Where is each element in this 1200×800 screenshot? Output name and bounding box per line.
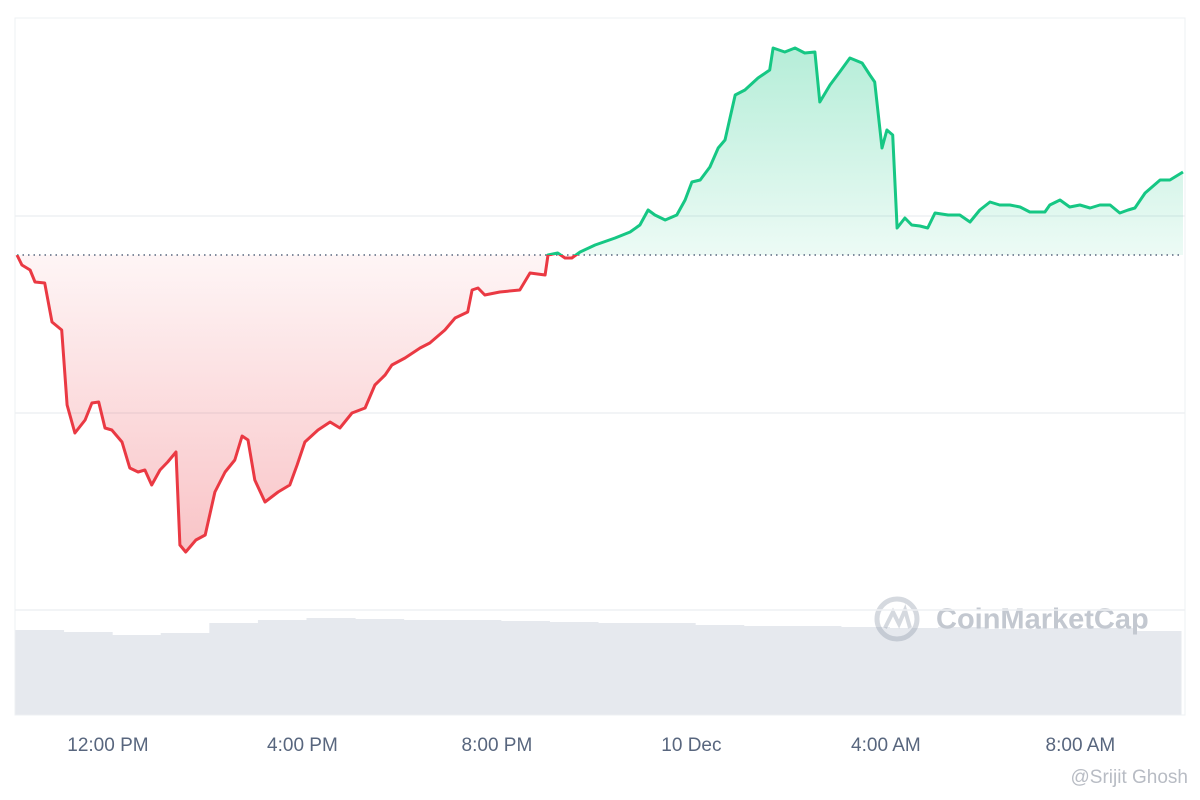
volume-bar	[1083, 628, 1133, 715]
x-tick-label: 12:00 PM	[67, 735, 148, 756]
area	[17, 48, 1183, 552]
volume-bar	[1132, 631, 1182, 715]
volume-bar	[889, 628, 939, 715]
volume-bar	[986, 629, 1036, 715]
price-line	[15, 46, 1184, 554]
plot-frame	[14, 17, 1186, 716]
volume-bar	[840, 627, 890, 715]
volume-bar	[306, 618, 356, 715]
volume-bar	[452, 620, 502, 715]
volume-bar	[112, 635, 162, 715]
volume-bar	[598, 623, 648, 715]
volume-bar	[160, 633, 210, 715]
volume-bar	[695, 625, 745, 715]
x-tick-label: 10 Dec	[661, 735, 721, 756]
x-tick-label: 4:00 PM	[267, 735, 338, 756]
x-tick-label: 8:00 PM	[462, 735, 533, 756]
volume-bar	[355, 619, 405, 715]
volume-bar	[257, 620, 307, 715]
volume-bar	[15, 630, 65, 715]
volume-bar	[549, 622, 599, 715]
volume-bar	[792, 626, 842, 715]
watermark: CoinMarketCap	[936, 604, 1149, 636]
volume-bar	[209, 623, 259, 715]
volume-bar	[743, 626, 793, 715]
volume-bar	[938, 627, 988, 715]
volume-bar	[646, 623, 696, 715]
x-tick-label: 4:00 AM	[851, 735, 921, 756]
volume-bar	[1035, 628, 1085, 715]
volume-bar	[403, 620, 453, 715]
credit: @Srijit Ghosh	[1071, 767, 1189, 788]
x-tick-label: 8:00 AM	[1046, 735, 1116, 756]
watermark-logo	[874, 596, 920, 642]
volume-bar	[63, 632, 113, 715]
volume-bar	[500, 621, 550, 715]
